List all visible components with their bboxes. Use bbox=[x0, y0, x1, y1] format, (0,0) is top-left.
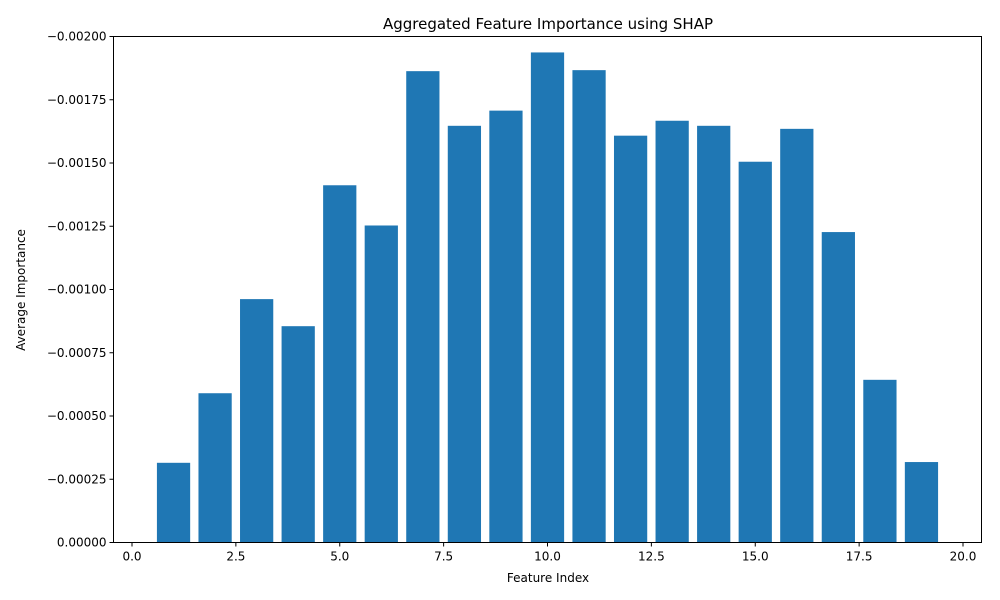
x-tick-label: 7.5 bbox=[434, 550, 453, 564]
x-tick-label: 20.0 bbox=[950, 550, 977, 564]
y-tick-label: −0.00050 bbox=[47, 409, 107, 423]
x-tick-label: 10.0 bbox=[534, 550, 561, 564]
x-tick-label: 17.5 bbox=[846, 550, 873, 564]
y-tick-label: −0.00025 bbox=[47, 472, 107, 486]
bar-feature-7 bbox=[406, 71, 440, 543]
bar-feature-11 bbox=[572, 70, 606, 543]
bar-feature-4 bbox=[281, 326, 315, 543]
bars-group bbox=[156, 52, 939, 543]
bar-feature-17 bbox=[821, 232, 855, 543]
bar-feature-19 bbox=[904, 462, 939, 543]
y-axis-label: Average Importance bbox=[14, 229, 28, 351]
bar-feature-1 bbox=[156, 462, 191, 543]
x-axis-label: Feature Index bbox=[507, 571, 589, 585]
bar-feature-9 bbox=[489, 110, 523, 543]
x-tick-label: 12.5 bbox=[638, 550, 665, 564]
bar-feature-14 bbox=[697, 125, 731, 543]
y-ticks-group: 0.00000 −0.00025 −0.00050 −0.00075 −0.00100 −… bbox=[47, 30, 114, 550]
bar-feature-8 bbox=[447, 125, 482, 543]
y-tick-label: −0.00100 bbox=[47, 283, 107, 297]
bar-feature-5 bbox=[323, 185, 357, 543]
bar-feature-18 bbox=[863, 379, 897, 543]
x-tick-label: 2.5 bbox=[226, 550, 245, 564]
x-tick-label: 5.0 bbox=[330, 550, 349, 564]
bar-feature-12 bbox=[613, 135, 648, 543]
bar-feature-15 bbox=[738, 161, 772, 543]
chart-title: Aggregated Feature Importance using SHAP bbox=[383, 15, 713, 33]
bar-feature-16 bbox=[780, 128, 814, 543]
bar-feature-3 bbox=[240, 299, 274, 543]
y-tick-label: −0.00175 bbox=[47, 93, 107, 107]
x-tick-label: 0.0 bbox=[122, 550, 141, 564]
y-tick-label: −0.00075 bbox=[47, 346, 107, 360]
bar-feature-2 bbox=[198, 393, 232, 543]
y-tick-label: 0.00000 bbox=[57, 536, 107, 550]
plot-frame bbox=[113, 36, 982, 543]
bar-feature-13 bbox=[655, 120, 689, 543]
bar-feature-6 bbox=[364, 225, 398, 543]
y-tick-label: −0.00150 bbox=[47, 156, 107, 170]
x-tick-label: 15.0 bbox=[742, 550, 769, 564]
y-tick-label: −0.00125 bbox=[47, 219, 107, 233]
x-ticks-group: 0.0 2.5 5.0 7.5 10.0 12.5 15.0 17.5 20.0 bbox=[122, 542, 977, 564]
bar-feature-10 bbox=[530, 52, 565, 543]
y-tick-label: −0.00200 bbox=[47, 30, 107, 44]
